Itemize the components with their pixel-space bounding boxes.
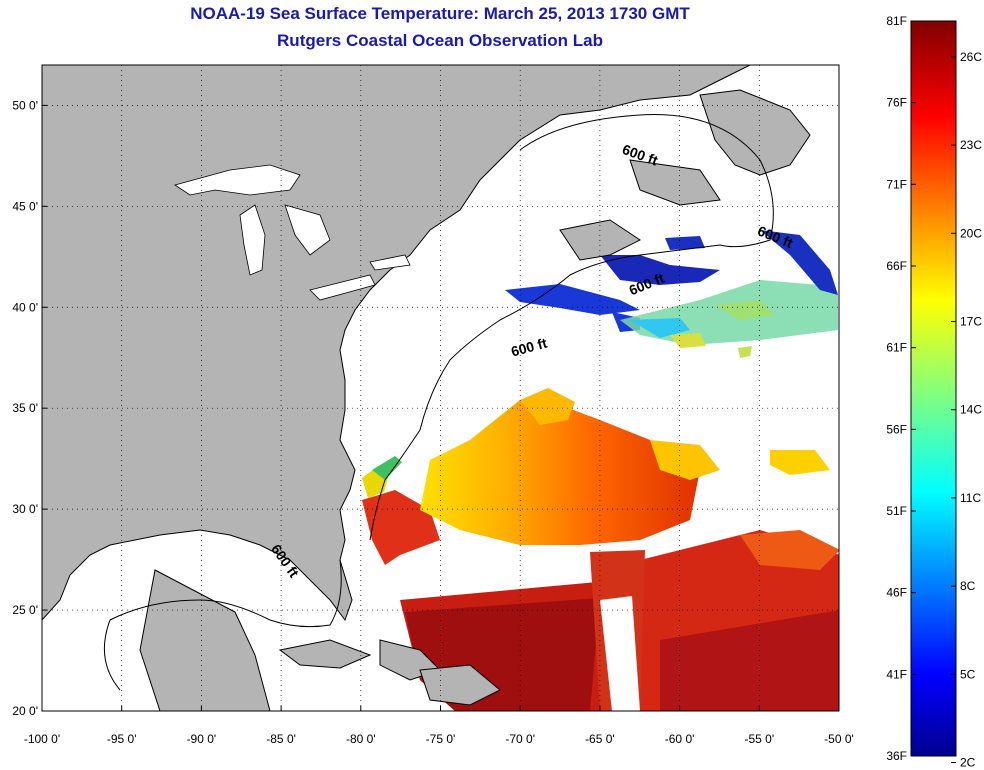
lon-tick-label: -70 0' (505, 732, 535, 746)
colorbar-f-label: 51F (886, 504, 907, 518)
colorbar-fahrenheit-labels: 81F 76F 71F 66F 61F 56F 51F 46F 41F 36F (886, 14, 916, 763)
colorbar-c-label: 5C (960, 667, 976, 681)
lat-tick-label: 25 0' (12, 603, 38, 617)
sst-imagery (362, 230, 839, 711)
latitude-axis: 50 0' 45 0' 40 0' 35 0' 30 0' 25 0' 20 0' (12, 98, 47, 718)
colorbar-f-label: 61F (886, 341, 907, 355)
colorbar-f-label: 71F (886, 177, 907, 191)
lon-tick-label: -100 0' (24, 732, 60, 746)
colorbar-c-label: 20C (960, 226, 982, 240)
colorbar-c-label: 26C (960, 50, 982, 64)
lon-tick-label: -80 0' (346, 732, 376, 746)
lon-tick-label: -75 0' (426, 732, 456, 746)
lat-tick-label: 35 0' (12, 401, 38, 415)
landmass (42, 65, 811, 711)
colorbar-f-label: 36F (886, 749, 907, 763)
colorbar-f-label: 41F (886, 667, 907, 681)
colorbar-celsius-labels: 26C 23C 20C 17C 14C 11C 8C 5C 2C (951, 50, 982, 770)
colorbar-gradient (910, 20, 957, 757)
colorbar-f-label: 66F (886, 259, 907, 273)
colorbar-f-label: 76F (886, 96, 907, 110)
lon-tick-label: -55 0' (744, 732, 774, 746)
sst-map: 600 ft 600 ft 600 ft 600 ft 600 ft -100 … (12, 64, 854, 746)
colorbar-c-label: 11C (960, 491, 981, 505)
colorbar-c-label: 17C (960, 315, 982, 329)
colorbar-c-label: 14C (960, 403, 982, 417)
chart-subtitle: Rutgers Coastal Ocean Observation Lab (277, 31, 603, 50)
lat-tick-label: 45 0' (12, 199, 38, 213)
chart-title: NOAA-19 Sea Surface Temperature: March 2… (190, 4, 690, 23)
lon-tick-label: -95 0' (107, 732, 137, 746)
lon-tick-label: -85 0' (266, 732, 296, 746)
bathymetry-contour-gulf (103, 559, 342, 691)
colorbar-c-label: 8C (960, 579, 976, 593)
lon-tick-label: -65 0' (585, 732, 615, 746)
great-lakes (174, 164, 411, 301)
colorbar-c-label: 23C (960, 138, 982, 152)
colorbar-f-label: 46F (886, 586, 907, 600)
lat-tick-label: 20 0' (12, 704, 38, 718)
lon-tick-label: -60 0' (665, 732, 695, 746)
colorbar-f-label: 81F (886, 14, 907, 28)
bathymetry-contour-atlantic (369, 114, 774, 541)
colorbar-f-label: 56F (886, 422, 907, 436)
lat-tick-label: 50 0' (12, 98, 38, 112)
lon-tick-label: -90 0' (187, 732, 217, 746)
longitude-axis: -100 0' -95 0' -90 0' -85 0' -80 0' -75 0' -70… (24, 706, 854, 746)
lon-tick-label: -50 0' (824, 732, 854, 746)
colorbar-c-label: 2C (960, 756, 976, 770)
lat-tick-label: 40 0' (12, 300, 38, 314)
lat-tick-label: 30 0' (12, 502, 38, 516)
